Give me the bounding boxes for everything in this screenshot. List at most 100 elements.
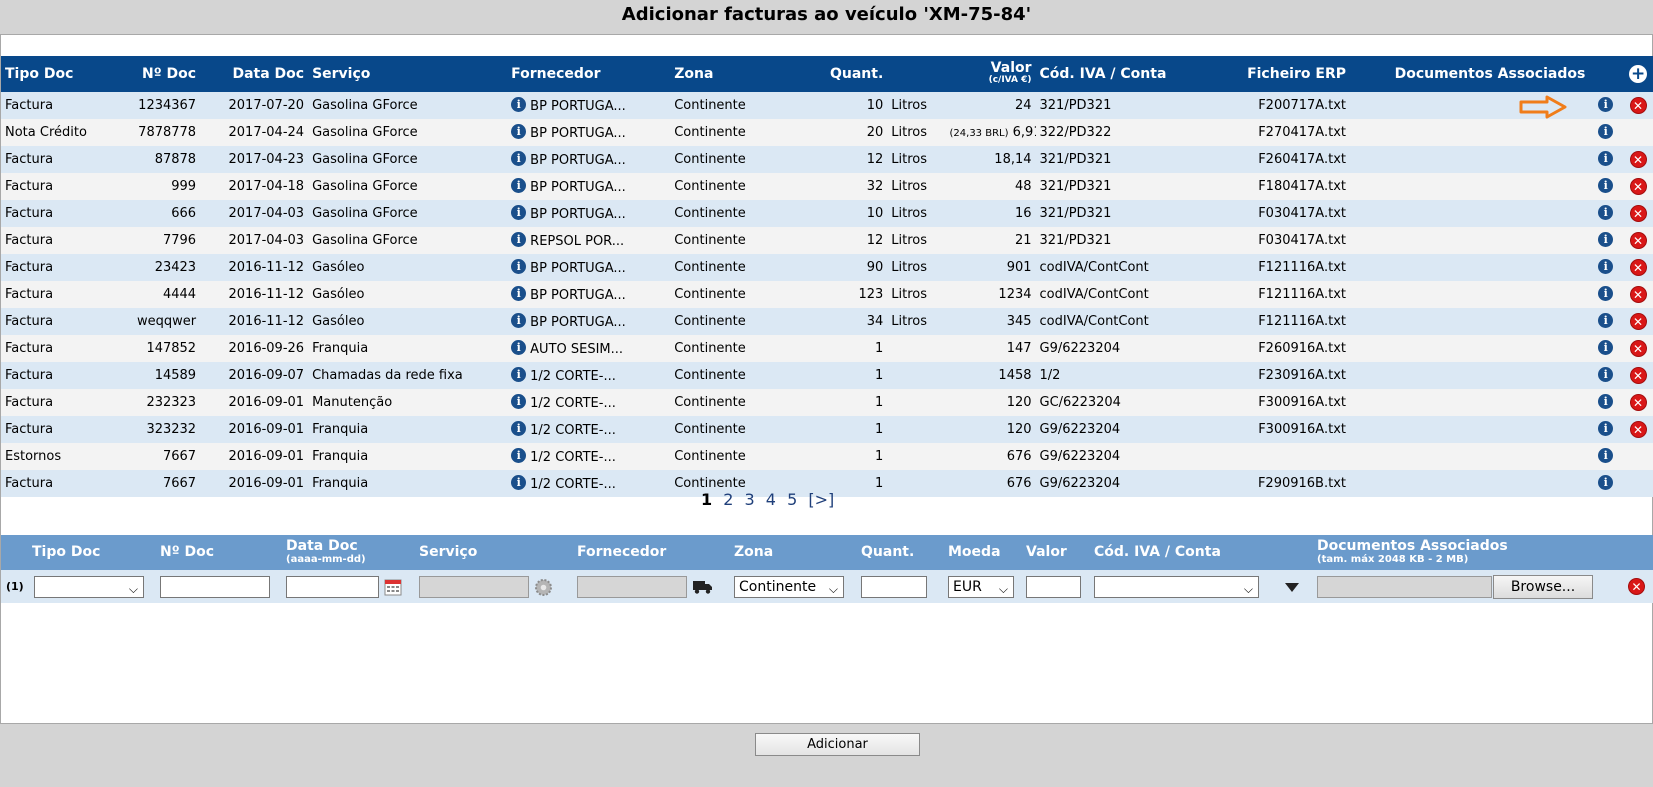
fornecedor-name: 1/2 CORTE-... — [530, 450, 616, 465]
gear-icon[interactable] — [534, 578, 553, 597]
close-icon[interactable]: ✕ — [1629, 286, 1647, 303]
page-link[interactable]: 5 — [787, 490, 798, 509]
close-icon[interactable]: ✕ — [1629, 259, 1647, 276]
cell-ficheiro-erp: F200717A.txt — [1185, 92, 1350, 119]
fornecedor-name: 1/2 CORTE-... — [530, 423, 616, 438]
close-icon[interactable]: ✕ — [1629, 313, 1647, 330]
info-icon[interactable]: i — [1598, 151, 1614, 166]
cell-unidade — [887, 389, 946, 416]
cell-tipo-doc: Factura — [1, 281, 113, 308]
browse-button[interactable]: Browse... — [1493, 575, 1593, 599]
table-row: Factura 232323 2016-09-01 Manutenção i 1/2 CO… — [1, 389, 1653, 416]
caret-down-icon[interactable] — [1285, 583, 1299, 592]
plus-circle-icon[interactable]: + — [1629, 64, 1648, 84]
info-icon[interactable]: i — [1598, 259, 1614, 274]
info-icon[interactable]: i — [1598, 97, 1614, 112]
cell-data-doc: 2016-09-01 — [200, 416, 309, 443]
adicionar-button[interactable]: Adicionar — [755, 733, 920, 756]
page-link[interactable]: 4 — [765, 490, 776, 509]
cell-data-doc: 2016-11-12 — [200, 281, 309, 308]
close-icon[interactable]: ✕ — [1629, 394, 1647, 411]
cell-cod-iva: codIVA/ContCont — [1035, 308, 1186, 335]
moeda-select[interactable]: EUR ⌵ — [948, 576, 1014, 598]
close-icon[interactable]: ✕ — [1629, 151, 1647, 168]
page-link[interactable]: 2 — [723, 490, 734, 509]
info-icon[interactable]: i — [511, 178, 527, 193]
table-row: Factura weqqwer 2016-11-12 Gasóleo i BP PORTU… — [1, 308, 1653, 335]
cell-info: i — [1589, 389, 1623, 416]
cell-servico: Franquia — [308, 470, 508, 497]
info-icon[interactable]: i — [511, 151, 527, 166]
info-icon[interactable]: i — [1598, 232, 1614, 247]
close-icon[interactable]: ✕ — [1629, 421, 1647, 438]
info-icon[interactable]: i — [1598, 124, 1614, 139]
info-icon[interactable]: i — [511, 232, 527, 247]
cell-tipo-doc: Factura — [1, 335, 113, 362]
info-icon[interactable]: i — [511, 340, 527, 355]
info-icon[interactable]: i — [1598, 286, 1614, 301]
info-icon[interactable]: i — [1598, 394, 1614, 409]
cod-iva-select[interactable]: ⌵ — [1094, 576, 1259, 598]
cell-unidade: Litros — [887, 173, 946, 200]
valor-amount: 1458 — [998, 368, 1032, 383]
n-doc-input[interactable] — [160, 576, 270, 598]
valor-input[interactable] — [1026, 576, 1081, 598]
page-link[interactable]: 3 — [744, 490, 755, 509]
chevron-down-icon: ⌵ — [1243, 582, 1253, 596]
header-arrow-cell — [1589, 56, 1623, 92]
invoice-panel: Tipo Doc Nº Doc Data Doc Serviço Fornece… — [0, 34, 1653, 724]
chevron-down-icon: ⌵ — [828, 582, 838, 596]
close-icon[interactable]: ✕ — [1628, 578, 1645, 595]
close-icon[interactable]: ✕ — [1629, 340, 1647, 357]
cell-zona: Continente — [670, 416, 781, 443]
info-icon[interactable]: i — [511, 124, 527, 139]
cell-valor: 1458 — [945, 362, 1036, 389]
close-icon[interactable]: ✕ — [1629, 178, 1647, 195]
zona-select[interactable]: Continente ⌵ — [734, 576, 844, 598]
info-icon[interactable]: i — [1598, 475, 1614, 490]
data-doc-input[interactable] — [286, 576, 379, 598]
truck-icon[interactable] — [693, 580, 713, 594]
info-icon[interactable]: i — [1598, 421, 1614, 436]
info-icon[interactable]: i — [1598, 340, 1614, 355]
tipo-doc-select[interactable]: ⌵ — [34, 576, 144, 598]
cell-quant: 34 — [780, 308, 888, 335]
close-icon[interactable]: ✕ — [1629, 97, 1647, 114]
info-icon[interactable]: i — [511, 367, 527, 382]
cell-data-doc: 2017-04-18 — [200, 173, 309, 200]
fornecedor-name: BP PORTUGA... — [530, 315, 626, 330]
cell-ficheiro-erp: F230916A.txt — [1185, 362, 1350, 389]
info-icon[interactable]: i — [511, 421, 527, 436]
info-icon[interactable]: i — [511, 97, 527, 112]
header-valor-sub: (c/IVA €) — [988, 75, 1032, 85]
info-icon[interactable]: i — [1598, 205, 1614, 220]
cell-valor: 676 — [945, 470, 1036, 497]
valor-amount: 120 — [1006, 395, 1032, 410]
info-icon[interactable]: i — [511, 286, 527, 301]
page-next-link[interactable]: [>] — [808, 490, 835, 509]
table-header-row: Tipo Doc Nº Doc Data Doc Serviço Fornece… — [1, 56, 1653, 92]
quant-input[interactable] — [861, 576, 927, 598]
info-icon[interactable]: i — [511, 205, 527, 220]
form-header-data-sub: (aaaa-mm-dd) — [286, 554, 366, 565]
cell-fornecedor: i 1/2 CORTE-... — [507, 470, 671, 497]
table-row: Factura 4444 2016-11-12 Gasóleo i BP PORTUGA.… — [1, 281, 1653, 308]
info-icon[interactable]: i — [511, 394, 527, 409]
info-icon[interactable]: i — [511, 259, 527, 274]
close-icon[interactable]: ✕ — [1629, 367, 1647, 384]
info-icon[interactable]: i — [511, 448, 527, 463]
calendar-icon[interactable] — [384, 578, 402, 596]
valor-amount: 24 — [1014, 98, 1032, 113]
info-icon[interactable]: i — [1598, 448, 1614, 463]
info-icon[interactable]: i — [1598, 313, 1614, 328]
cell-documentos — [1350, 335, 1590, 362]
close-icon[interactable]: ✕ — [1629, 232, 1647, 249]
new-invoice-row: (1) ⌵ Continente ⌵ EUR ⌵ ⌵ Browse... ✕ — [1, 570, 1653, 603]
info-icon[interactable]: i — [1598, 178, 1614, 193]
cell-documentos — [1350, 470, 1590, 497]
info-icon[interactable]: i — [511, 475, 527, 490]
info-icon[interactable]: i — [1598, 367, 1614, 382]
cell-n-doc: 87878 — [112, 146, 201, 173]
close-icon[interactable]: ✕ — [1629, 205, 1647, 222]
info-icon[interactable]: i — [511, 313, 527, 328]
